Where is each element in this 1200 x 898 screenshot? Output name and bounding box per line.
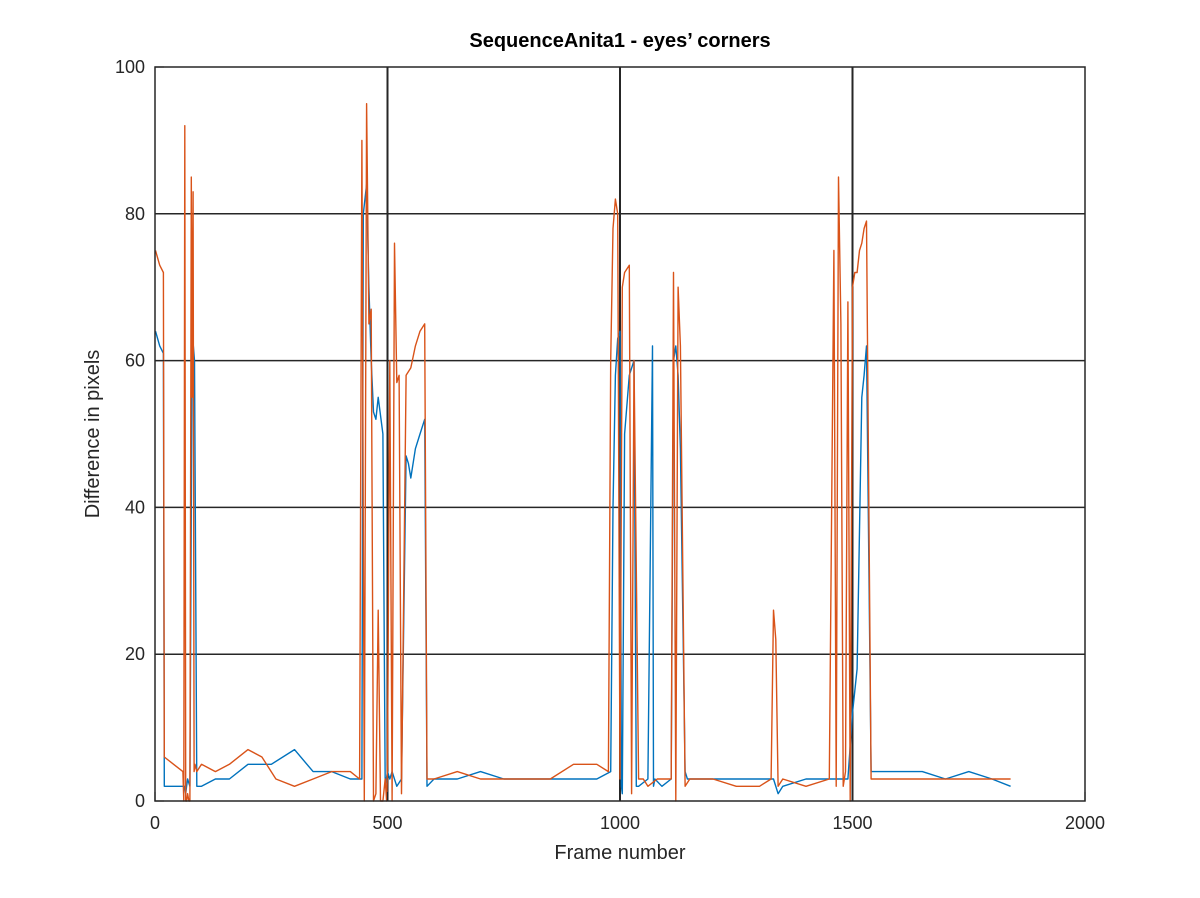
y-tick-label-4: 80 (125, 204, 145, 224)
chart-title: SequenceAnita1 - eyes’ corners (469, 30, 770, 52)
y-axis-label: Difference in pixels (82, 350, 104, 519)
x-tick-label-3: 1500 (832, 813, 872, 833)
x-ticks: 0 500 1000 1500 2000 (150, 792, 1105, 833)
series-group (154, 102, 1011, 802)
y-tick-label-1: 20 (125, 644, 145, 664)
x-axis-label: Frame number (554, 842, 685, 864)
x-tick-label-4: 2000 (1065, 813, 1105, 833)
series-line-1 (154, 102, 1011, 802)
x-tick-label-1: 500 (372, 813, 402, 833)
y-tick-label-2: 40 (125, 497, 145, 517)
series-line-0 (154, 183, 1011, 795)
y-ticks: 0 20 40 60 80 100 (115, 57, 164, 811)
x-tick-label-0: 0 (150, 813, 160, 833)
y-tick-label-0: 0 (135, 791, 145, 811)
x-tick-label-2: 1000 (600, 813, 640, 833)
y-tick-label-5: 100 (115, 57, 145, 77)
y-tick-label-3: 60 (125, 351, 145, 371)
